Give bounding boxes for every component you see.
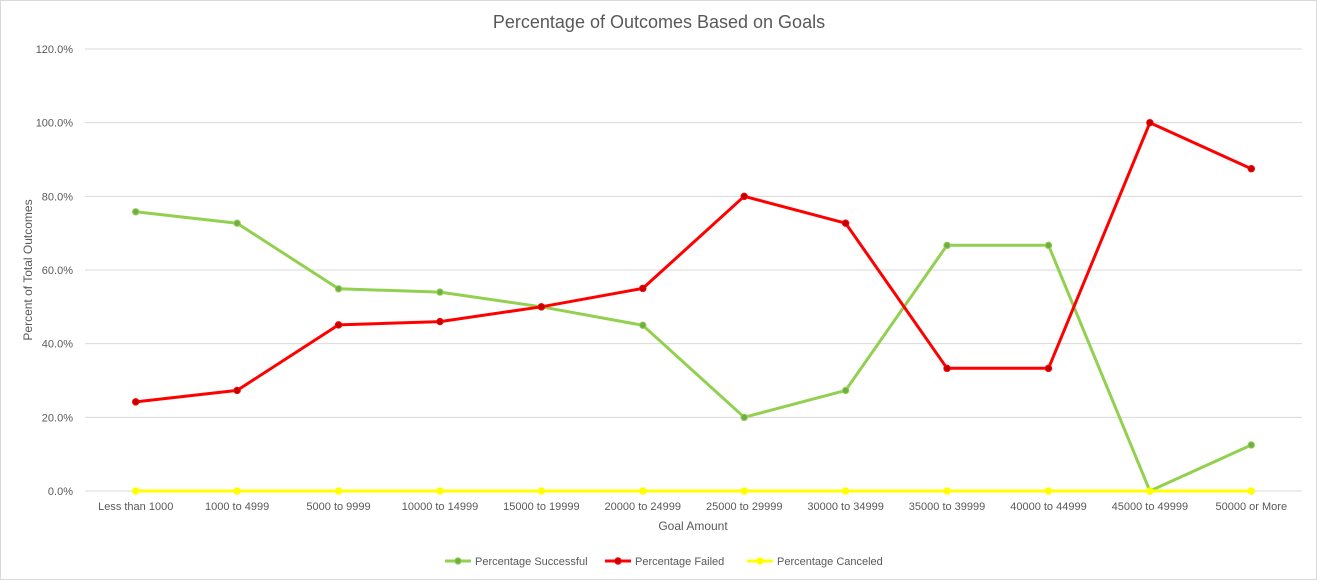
- x-tick-label: 1000 to 4999: [205, 501, 269, 513]
- data-point: [132, 487, 140, 495]
- legend-marker: [756, 557, 764, 565]
- x-tick-label: 10000 to 14999: [402, 501, 478, 513]
- data-point: [1044, 364, 1053, 373]
- series-line: [134, 121, 1253, 404]
- data-point: [1247, 487, 1255, 495]
- legend-item: Percentage Canceled: [747, 556, 883, 568]
- data-point: [537, 303, 546, 311]
- x-tick-label: 15000 to 19999: [503, 501, 579, 513]
- data-point: [334, 487, 343, 495]
- y-axis-ticks: 0.0% 20.0% 40.0% 60.0% 80.0% 100.0% 120.0%: [36, 44, 74, 498]
- x-tick-label: 30000 to 34999: [807, 501, 883, 513]
- x-tick-label: Less than 1000: [98, 501, 173, 513]
- series-lines: [132, 118, 1255, 495]
- data-point: [1247, 165, 1255, 173]
- data-point: [334, 321, 343, 329]
- data-point: [1247, 441, 1255, 449]
- legend-item: Percentage Failed: [605, 556, 724, 568]
- data-point: [639, 487, 647, 495]
- y-tick-label: 100.0%: [36, 118, 74, 130]
- x-tick-label: 25000 to 29999: [706, 501, 782, 513]
- legend-label: Percentage Canceled: [777, 556, 883, 568]
- x-tick-label: 45000 to 49999: [1112, 501, 1188, 513]
- data-point: [841, 219, 850, 227]
- data-point: [1044, 487, 1053, 495]
- data-point: [943, 241, 951, 250]
- chart-title: Percentage of Outcomes Based on Goals: [493, 12, 825, 32]
- x-tick-label: 50000 or More: [1216, 501, 1288, 513]
- data-point: [943, 487, 951, 495]
- legend-marker: [614, 557, 622, 565]
- x-tick-label: 5000 to 9999: [306, 501, 370, 513]
- y-axis-title: Percent of Total Outcomes: [21, 199, 35, 340]
- data-point: [841, 487, 850, 495]
- data-point: [943, 364, 951, 373]
- gridlines: [85, 48, 1302, 492]
- data-point: [639, 321, 647, 329]
- legend-label: Percentage Failed: [635, 556, 724, 568]
- x-axis-title: Goal Amount: [658, 519, 728, 533]
- data-point: [537, 487, 546, 495]
- data-point: [1146, 487, 1154, 495]
- data-point: [436, 487, 444, 495]
- data-point: [740, 413, 748, 422]
- data-point: [1146, 118, 1154, 127]
- x-tick-label: 35000 to 39999: [909, 501, 985, 513]
- y-tick-label: 0.0%: [48, 486, 73, 498]
- legend-item: Percentage Successful: [445, 556, 588, 568]
- data-point: [740, 192, 748, 201]
- x-axis-ticks: Less than 1000 1000 to 4999 5000 to 9999 10…: [98, 501, 1287, 513]
- series-2: [132, 118, 1255, 406]
- data-point: [841, 386, 850, 395]
- data-point: [436, 317, 444, 326]
- y-tick-label: 60.0%: [42, 265, 73, 277]
- data-point: [233, 219, 241, 227]
- data-point: [132, 398, 140, 406]
- x-tick-label: 40000 to 44999: [1010, 501, 1086, 513]
- data-point: [233, 487, 241, 495]
- data-point: [334, 285, 343, 293]
- y-tick-label: 20.0%: [42, 412, 73, 424]
- x-tick-label: 20000 to 24999: [605, 501, 681, 513]
- data-point: [436, 288, 444, 296]
- data-point: [132, 208, 140, 216]
- data-point: [233, 386, 241, 395]
- y-tick-label: 120.0%: [36, 44, 74, 56]
- series-line: [134, 210, 1253, 493]
- y-tick-label: 40.0%: [42, 339, 73, 351]
- series-3: [132, 487, 1255, 495]
- series-1: [132, 208, 1255, 495]
- data-point: [740, 487, 748, 495]
- data-point: [1044, 241, 1053, 250]
- legend: Percentage Successful Percentage Failed Pe…: [445, 556, 883, 568]
- legend-marker: [454, 557, 462, 565]
- legend-label: Percentage Successful: [475, 556, 588, 568]
- data-point: [639, 284, 647, 293]
- y-tick-label: 80.0%: [42, 191, 73, 203]
